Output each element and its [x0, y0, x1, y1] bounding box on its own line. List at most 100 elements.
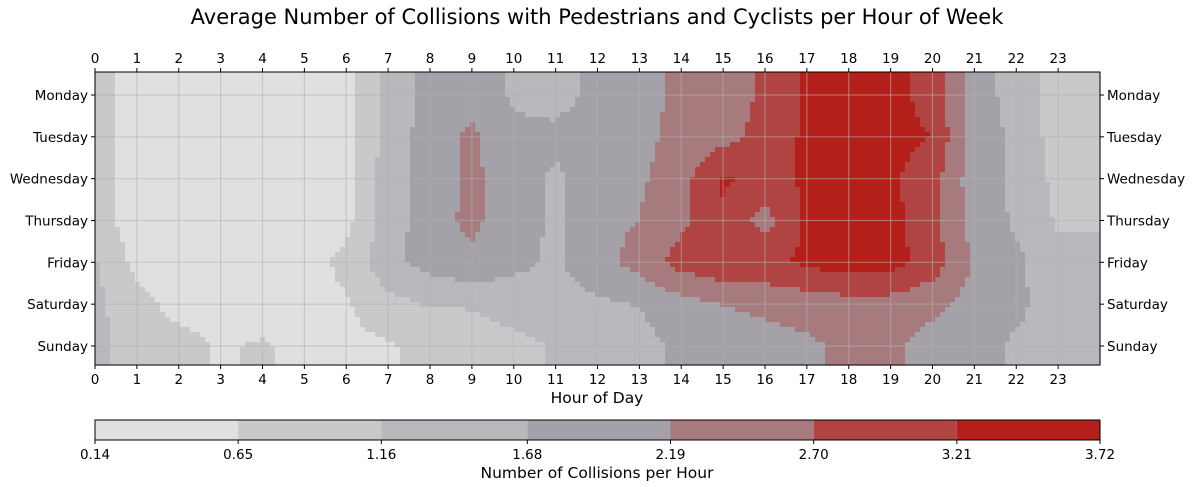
heatmap-cell — [380, 152, 386, 158]
heatmap-cell — [290, 162, 296, 168]
heatmap-cell — [115, 127, 121, 133]
heatmap-cell — [240, 187, 246, 193]
heatmap-cell — [990, 117, 996, 123]
heatmap-cell — [510, 152, 516, 158]
heatmap-cell — [170, 97, 176, 103]
heatmap-cell — [590, 112, 596, 118]
heatmap-cell — [950, 187, 956, 193]
heatmap-cell — [845, 127, 851, 133]
heatmap-cell — [1065, 172, 1071, 178]
heatmap-cell — [480, 102, 486, 108]
heatmap-cell — [630, 72, 636, 78]
heatmap-cell — [575, 112, 581, 118]
heatmap-cell — [490, 127, 496, 133]
heatmap-cell — [570, 177, 576, 183]
heatmap-cell — [660, 157, 666, 163]
heatmap-cell — [305, 192, 311, 198]
heatmap-cell — [735, 87, 741, 93]
heatmap-cell — [795, 147, 801, 153]
heatmap-cell — [660, 162, 666, 168]
heatmap-cell — [1070, 77, 1076, 83]
heatmap-cell — [940, 162, 946, 168]
heatmap-cell — [715, 192, 721, 198]
heatmap-cell — [750, 117, 756, 123]
heatmap-cell — [340, 152, 346, 158]
heatmap-cell — [990, 102, 996, 108]
heatmap-cell — [845, 187, 851, 193]
heatmap-cell — [785, 112, 791, 118]
heatmap-cell — [190, 157, 196, 163]
heatmap-cell — [1040, 147, 1046, 153]
heatmap-cell — [545, 97, 551, 103]
heatmap-cell — [1030, 82, 1036, 88]
heatmap-cell — [750, 137, 756, 143]
heatmap-cell — [1045, 167, 1051, 173]
heatmap-cell — [945, 132, 951, 138]
heatmap-cell — [945, 87, 951, 93]
heatmap-cell — [945, 97, 951, 103]
heatmap-cell — [400, 152, 406, 158]
heatmap-cell — [320, 132, 326, 138]
heatmap-cell — [760, 167, 766, 173]
heatmap-cell — [475, 152, 481, 158]
heatmap-cell — [305, 167, 311, 173]
heatmap-cell — [560, 82, 566, 88]
heatmap-cell — [765, 177, 771, 183]
heatmap-cell — [995, 112, 1001, 118]
heatmap-cell — [690, 77, 696, 83]
heatmap-cell — [100, 102, 106, 108]
heatmap-cell — [880, 157, 886, 163]
heatmap-cell — [895, 142, 901, 148]
heatmap-cell — [1035, 152, 1041, 158]
heatmap-cell — [530, 72, 536, 78]
heatmap-cell — [430, 192, 436, 198]
heatmap-cell — [750, 187, 756, 193]
heatmap-cell — [690, 127, 696, 133]
heatmap-cell — [225, 97, 231, 103]
heatmap-cell — [895, 77, 901, 83]
heatmap-cell — [690, 142, 696, 148]
heatmap-cell — [150, 82, 156, 88]
heatmap-cell — [760, 187, 766, 193]
heatmap-cell — [630, 187, 636, 193]
heatmap-cell — [425, 172, 431, 178]
heatmap-cell — [875, 77, 881, 83]
heatmap-cell — [530, 142, 536, 148]
heatmap-cell — [105, 117, 111, 123]
heatmap-cell — [515, 172, 521, 178]
heatmap-cell — [920, 72, 926, 78]
heatmap-cell — [110, 157, 116, 163]
heatmap-cell — [420, 77, 426, 83]
heatmap-cell — [115, 187, 121, 193]
heatmap-cell — [550, 182, 556, 188]
heatmap-cell — [280, 127, 286, 133]
heatmap-cell — [825, 142, 831, 148]
heatmap-cell — [865, 162, 871, 168]
heatmap-cell — [785, 167, 791, 173]
heatmap-cell — [825, 162, 831, 168]
heatmap-cell — [865, 72, 871, 78]
heatmap-cell — [350, 142, 356, 148]
heatmap-cell — [365, 127, 371, 133]
heatmap-cell — [865, 87, 871, 93]
heatmap-cell — [475, 127, 481, 133]
heatmap-cell — [820, 87, 826, 93]
heatmap-cell — [515, 107, 521, 113]
heatmap-cell — [1000, 97, 1006, 103]
heatmap-cell — [715, 102, 721, 108]
heatmap-cell — [645, 97, 651, 103]
heatmap-cell — [695, 72, 701, 78]
heatmap-cell — [540, 117, 546, 123]
heatmap-cell — [360, 112, 366, 118]
heatmap-cell — [1040, 152, 1046, 158]
heatmap-cell — [805, 87, 811, 93]
heatmap-cell — [245, 172, 251, 178]
heatmap-cell — [495, 137, 501, 143]
heatmap-cell — [650, 172, 656, 178]
heatmap-cell — [150, 137, 156, 143]
heatmap-cell — [140, 192, 146, 198]
heatmap-cell — [235, 192, 241, 198]
heatmap-cell — [115, 102, 121, 108]
heatmap-cell — [910, 152, 916, 158]
heatmap-cell — [415, 107, 421, 113]
